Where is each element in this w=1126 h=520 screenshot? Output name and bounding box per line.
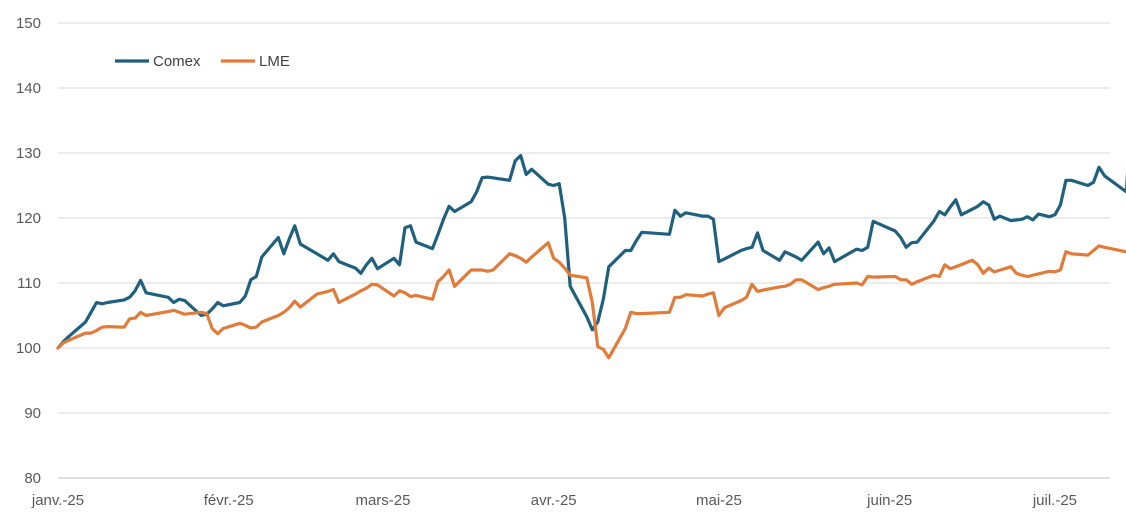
x-tick-label: févr.-25 bbox=[204, 492, 254, 509]
legend: Comex LME bbox=[115, 53, 290, 70]
y-tick-label: 90 bbox=[24, 405, 41, 422]
y-tick-label: 130 bbox=[16, 145, 41, 162]
y-tick-label: 80 bbox=[24, 470, 41, 487]
x-axis-tick-labels: janv.-25 févr.-25 mars-25 avr.-25 mai-25 juin… bbox=[31, 492, 1077, 509]
y-tick-label: 140 bbox=[16, 80, 41, 97]
x-tick-label: juil.-25 bbox=[1032, 492, 1077, 509]
legend-label: LME bbox=[259, 53, 290, 70]
y-tick-label: 150 bbox=[16, 15, 41, 32]
series-line-comex bbox=[56, 154, 1126, 350]
y-tick-label: 120 bbox=[16, 210, 41, 227]
y-axis-tick-labels: 80 90 100 110 120 130 140 150 bbox=[16, 15, 41, 487]
x-tick-label: mars-25 bbox=[355, 492, 410, 509]
series-lines bbox=[56, 154, 1126, 360]
series-line-lme bbox=[56, 241, 1126, 360]
x-tick-label: mai-25 bbox=[696, 492, 742, 509]
legend-label: Comex bbox=[153, 53, 201, 70]
x-tick-label: avr.-25 bbox=[531, 492, 577, 509]
y-tick-label: 110 bbox=[17, 275, 41, 292]
x-tick-label: juin-25 bbox=[866, 492, 912, 509]
y-gridlines bbox=[58, 22, 1110, 414]
y-tick-label: 100 bbox=[16, 340, 41, 357]
x-tick-label: janv.-25 bbox=[31, 492, 84, 509]
